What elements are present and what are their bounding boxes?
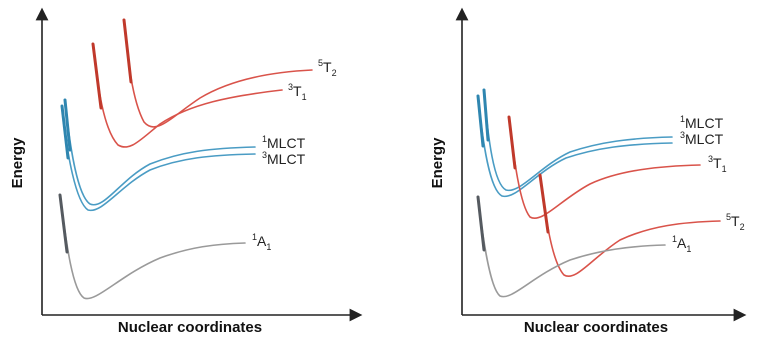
curve-1a1 <box>477 196 666 298</box>
left-diagram-panel: Energy Nuclear coordinates 5T2 3T1 1MLCT… <box>0 0 380 337</box>
curve-3t1 <box>508 116 701 220</box>
label-3mlct: 3MLCT <box>680 130 724 147</box>
label-3mlct: 3MLCT <box>262 150 306 167</box>
curve-3mlct-steep <box>60 104 70 160</box>
label-1a1: 1A1 <box>252 232 271 252</box>
label-3t1: 3T1 <box>288 82 307 102</box>
curve-3mlct-steep <box>476 94 485 148</box>
x-axis-label: Nuclear coordinates <box>524 319 668 336</box>
label-5t2: 5T2 <box>318 58 337 78</box>
left-diagram-svg: Energy Nuclear coordinates 5T2 3T1 1MLCT… <box>9 7 363 336</box>
curve-1mlct <box>64 99 256 206</box>
y-axis-label: Energy <box>429 137 446 189</box>
curve-1a1-steep <box>58 193 69 254</box>
curve-1a1-steep <box>476 195 486 252</box>
curve-1a1 <box>59 194 246 300</box>
curve-1mlct-steep <box>63 98 72 152</box>
curve-3t1-steep <box>507 115 517 170</box>
label-3t1: 3T1 <box>708 154 727 174</box>
right-diagram-panel: Energy Nuclear coordinates 1MLCT 3MLCT 3… <box>420 0 761 337</box>
curve-3mlct <box>477 95 673 198</box>
curve-5t2-steep <box>122 18 133 84</box>
label-5t2: 5T2 <box>726 212 745 232</box>
right-diagram-svg: Energy Nuclear coordinates 1MLCT 3MLCT 3… <box>429 7 747 336</box>
label-1mlct: 1MLCT <box>680 114 724 131</box>
curve-5t2 <box>123 19 313 128</box>
y-axis-label: Energy <box>9 137 26 189</box>
curve-5t2-steep <box>538 173 550 234</box>
curve-3mlct <box>61 105 256 212</box>
x-axis-label: Nuclear coordinates <box>118 319 262 336</box>
curve-1mlct <box>483 89 673 192</box>
curve-1mlct-steep <box>482 88 490 142</box>
label-1mlct: 1MLCT <box>262 134 306 151</box>
curve-5t2 <box>539 174 721 278</box>
curve-3t1-steep <box>91 42 103 110</box>
curve-3t1 <box>92 43 283 148</box>
label-1a1: 1A1 <box>672 234 691 254</box>
